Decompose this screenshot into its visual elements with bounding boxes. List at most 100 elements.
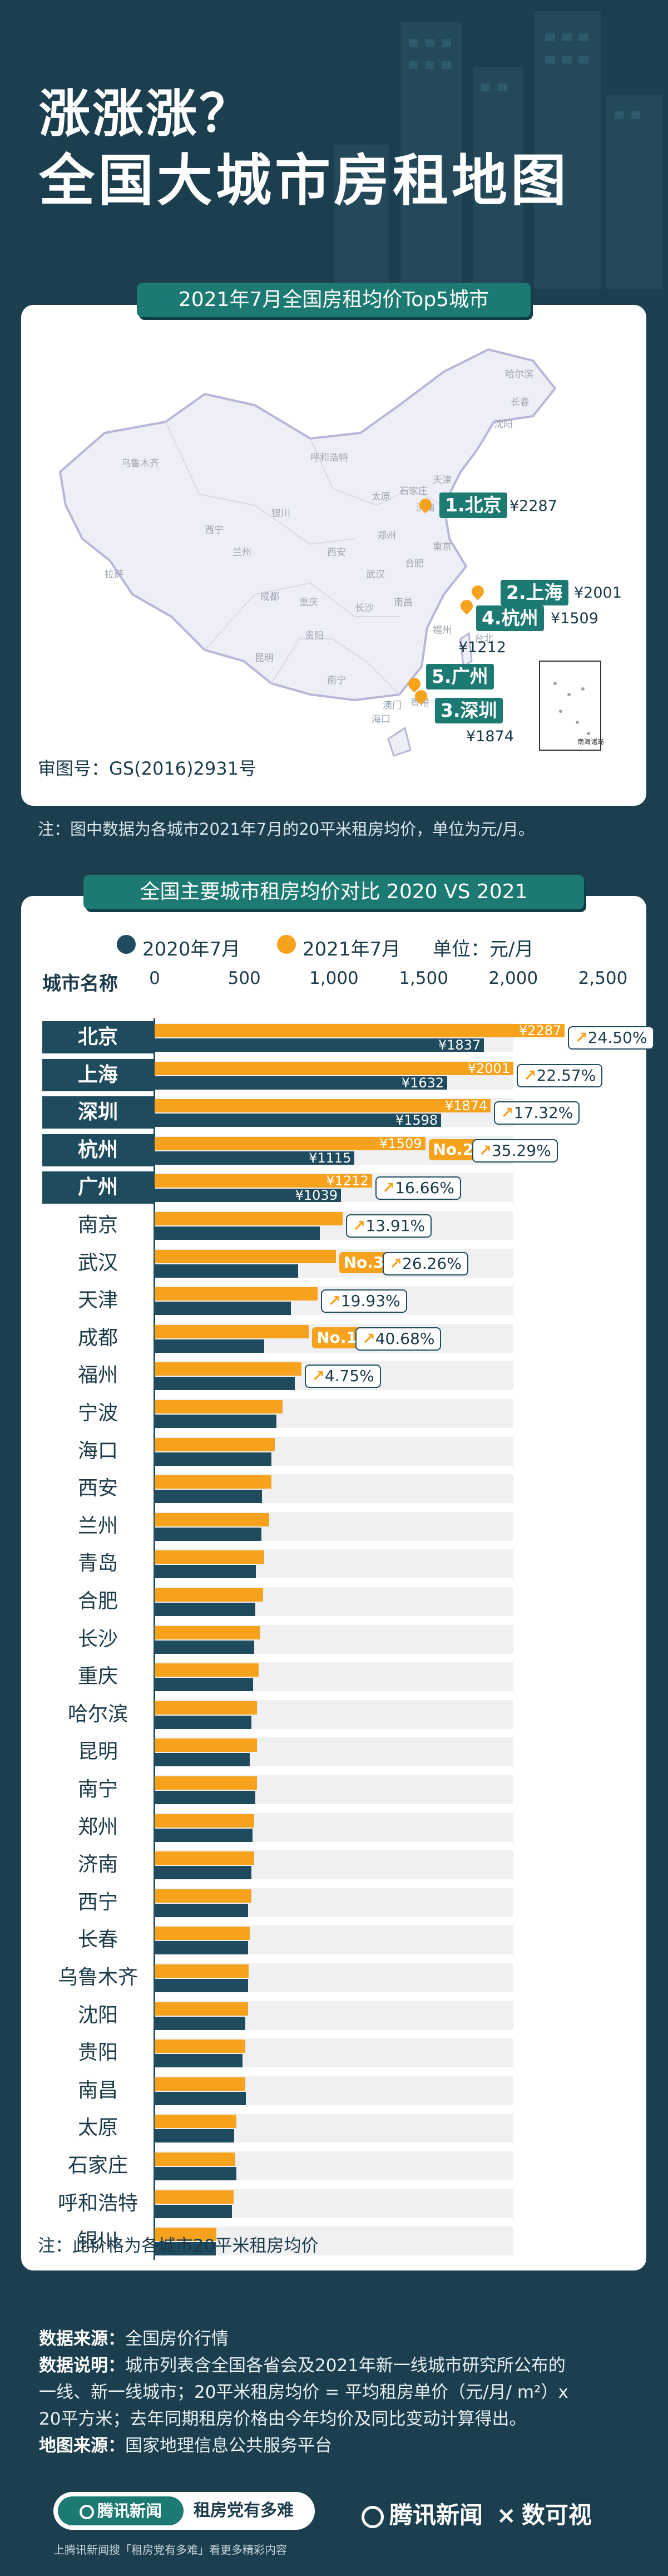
city-label: 哈尔滨 xyxy=(67,1702,128,1726)
city-label: 南昌 xyxy=(77,2078,118,2102)
rank-badge: No.2 xyxy=(428,1139,478,1160)
shukeshi-logo: 数可视 xyxy=(521,2501,592,2529)
up-arrow-icon: ↗ xyxy=(501,1104,514,1122)
title-line-1: 涨涨涨？ xyxy=(39,84,253,144)
x-tick-label: 500 xyxy=(227,968,261,988)
map-city-label: 银川 xyxy=(271,508,290,519)
chart-card-tab: 全国主要城市租房均价对比 2020 VS 2021 xyxy=(83,875,584,909)
brand-name: 腾讯新闻 xyxy=(97,2501,162,2520)
city-label: 宁波 xyxy=(77,1402,118,1425)
map-city-label: 南宁 xyxy=(327,675,346,686)
bar-2021 xyxy=(155,1701,257,1715)
city-label: 昆明 xyxy=(77,1740,118,1764)
city-label: 西宁 xyxy=(77,1890,118,1914)
city-label: 郑州 xyxy=(77,1815,118,1839)
city-label: 乌鲁木齐 xyxy=(57,1966,138,1989)
bar-2020 xyxy=(155,1452,271,1466)
bar-2021 xyxy=(155,1437,275,1451)
bar-2020 xyxy=(155,1678,254,1692)
bar-2021 xyxy=(155,1324,309,1338)
bar-2021 xyxy=(155,1136,425,1150)
map-price-guangzhou: ¥1212 xyxy=(458,639,506,656)
pct-change-value: 26.26% xyxy=(402,1254,462,1273)
brand-search-bar[interactable]: 腾讯新闻 租房党有多难 xyxy=(53,2492,315,2530)
map-price-beijing: ¥2287 xyxy=(509,498,557,515)
bar-2021 xyxy=(155,1588,264,1602)
pct-change-value: 24.50% xyxy=(587,1028,647,1047)
bar-2020 xyxy=(155,1603,255,1616)
bar-2020 xyxy=(155,2167,236,2180)
search-term: 租房党有多难 xyxy=(194,2501,294,2520)
up-arrow-icon: ↗ xyxy=(575,1028,588,1047)
bar-2021 xyxy=(155,1249,336,1263)
bar-2020 xyxy=(155,2054,243,2068)
up-arrow-icon: ↗ xyxy=(478,1141,492,1160)
pct-change-value: 4.75% xyxy=(324,1367,374,1386)
bar-2021 xyxy=(155,1927,250,1940)
city-label: 济南 xyxy=(77,1853,118,1876)
city-label: 太原 xyxy=(77,2116,118,2140)
value-label-2020: ¥1632 xyxy=(401,1075,444,1091)
bar-2020 xyxy=(155,1151,355,1165)
map-city-label: 福州 xyxy=(433,625,452,636)
map-city-label: 贵阳 xyxy=(305,631,324,642)
map-city-label: 南昌 xyxy=(394,597,413,608)
bar-2021 xyxy=(155,1626,261,1639)
value-label-2020: ¥1837 xyxy=(438,1037,481,1053)
desc-text-1: 城市列表含全国各省会及2021年新一线城市研究所公布的 xyxy=(125,2356,566,2376)
value-label-2021: ¥2287 xyxy=(518,1023,562,1038)
up-arrow-icon: ↗ xyxy=(311,1367,325,1386)
pct-change-value: 22.57% xyxy=(536,1066,596,1085)
bar-2020 xyxy=(155,1866,252,1880)
pct-change-value: 35.29% xyxy=(491,1141,551,1160)
up-arrow-icon: ↗ xyxy=(389,1254,403,1273)
bar-2020 xyxy=(155,2129,235,2143)
bar-2020 xyxy=(155,1264,298,1278)
map-city-label: 重庆 xyxy=(299,597,318,608)
bar-2020 xyxy=(155,1038,484,1052)
axis-title: 城市名称 xyxy=(42,973,118,995)
city-label: 重庆 xyxy=(77,1665,118,1688)
bar-2020 xyxy=(155,1339,265,1353)
bar-2021 xyxy=(155,2228,217,2242)
tencent-logo-icon xyxy=(79,2505,94,2519)
tencent-news-badge: 腾讯新闻 xyxy=(58,2496,184,2525)
city-label: 长春 xyxy=(77,1928,118,1952)
footer-desc-2: 一线、新一线城市；20平米租房均价 = 平均租房单价（元/月/ m²）x xyxy=(39,2382,568,2402)
tencent-logo-icon-2 xyxy=(362,2505,384,2528)
up-arrow-icon: ↗ xyxy=(382,1179,395,1198)
map-city-label: 武汉 xyxy=(366,569,385,580)
city-label: 贵阳 xyxy=(77,2041,118,2065)
up-arrow-icon: ↗ xyxy=(352,1216,366,1235)
bar-2021 xyxy=(155,1174,372,1188)
city-label: 福州 xyxy=(77,1364,118,1387)
city-label: 合肥 xyxy=(77,1590,118,1613)
map-label-guangzhou: 5.广州 xyxy=(426,664,494,689)
city-label: 南宁 xyxy=(77,1778,118,1801)
city-label: 青岛 xyxy=(77,1552,118,1575)
chart-note: 注：此价格为各城市20平米租房均价 xyxy=(38,2236,319,2256)
times-sign: × xyxy=(496,2501,516,2529)
map-city-label: 合肥 xyxy=(405,558,424,569)
city-label: 成都 xyxy=(77,1326,118,1349)
map-city-label: 海口 xyxy=(372,714,390,725)
bar-2020 xyxy=(155,1903,248,1917)
map-price-shenzhen: ¥1874 xyxy=(466,728,514,745)
bar-2020 xyxy=(155,1941,248,1955)
map-price-hangzhou: ¥1509 xyxy=(551,610,598,627)
map-city-label: 沈阳 xyxy=(494,419,513,430)
bar-2020 xyxy=(155,1791,255,1804)
city-label: 银川 xyxy=(77,2229,118,2253)
footer-source: 数据来源：全国房价行情 xyxy=(39,2326,229,2352)
bar-2021 xyxy=(155,2153,236,2166)
map-city-label: 拉萨 xyxy=(105,569,123,580)
pct-change-badge: ↗24.50% xyxy=(568,1026,654,1050)
x-tick-label: 0 xyxy=(149,968,160,988)
bar-2020 xyxy=(155,1753,250,1767)
title-line-2: 全国大城市房租地图 xyxy=(39,148,570,213)
map-text: 国家地理信息公共服务平台 xyxy=(125,2436,332,2456)
bar-2020 xyxy=(155,1076,448,1090)
brand-logos: 腾讯新闻 × 数可视 xyxy=(362,2496,592,2530)
map-label-hangzhou: 4.杭州 xyxy=(476,605,544,631)
bar-2020 xyxy=(155,1227,320,1240)
